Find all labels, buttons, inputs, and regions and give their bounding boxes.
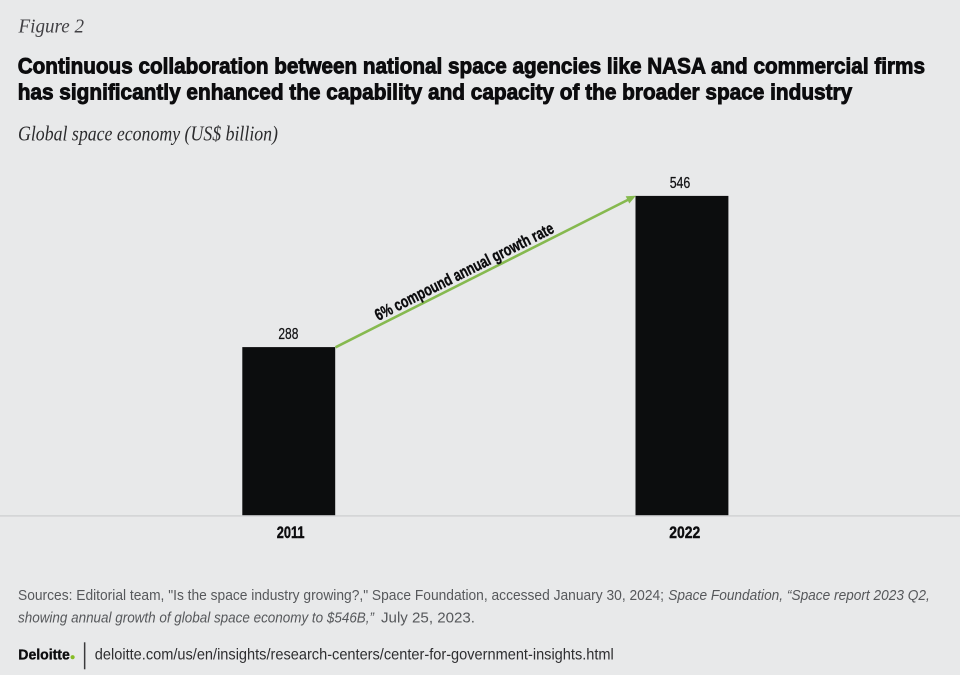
svg-text:showing annual growth of globa: showing annual growth of global space ec… bbox=[18, 609, 375, 626]
svg-text:2011: 2011 bbox=[277, 523, 305, 542]
svg-text:2022: 2022 bbox=[669, 523, 700, 542]
svg-text:546: 546 bbox=[670, 175, 691, 192]
svg-text:288: 288 bbox=[278, 326, 298, 343]
svg-text:Global space economy (US$ bill: Global space economy (US$ billion) bbox=[18, 123, 278, 146]
svg-text:has significantly enhanced the: has significantly enhanced the capabilit… bbox=[18, 80, 853, 105]
svg-text:Figure 2: Figure 2 bbox=[18, 16, 84, 38]
svg-text:Continuous collaboration betwe: Continuous collaboration between nationa… bbox=[18, 53, 925, 78]
svg-text:deloitte.com/us/en/insights/re: deloitte.com/us/en/insights/research-cen… bbox=[95, 646, 614, 663]
svg-text:Space Foundation, “Space repor: Space Foundation, “Space report 2023 Q2, bbox=[668, 587, 930, 604]
svg-text:Sources: Editorial team, "Is t: Sources: Editorial team, "Is the space i… bbox=[18, 587, 664, 604]
svg-text:Deloitte: Deloitte bbox=[18, 647, 70, 663]
svg-text:July 25, 2023.: July 25, 2023. bbox=[381, 609, 475, 626]
